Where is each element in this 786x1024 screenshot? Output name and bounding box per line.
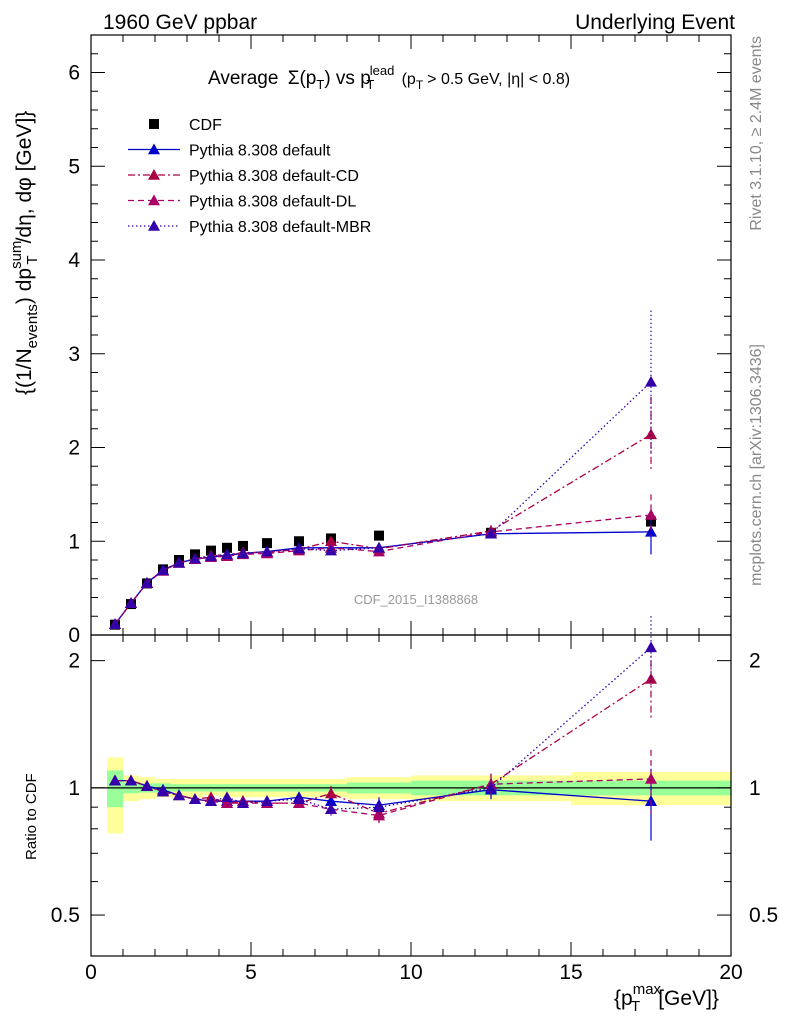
y-tick-label: 1	[68, 530, 80, 553]
y-tick-label: 1	[68, 777, 80, 800]
series-marker	[109, 618, 121, 630]
series-marker	[205, 550, 217, 562]
series-line	[114, 514, 652, 625]
x-tick-label: 15	[559, 961, 582, 984]
series-marker	[173, 556, 185, 568]
series-marker	[237, 797, 249, 808]
ratio-ylabel: Ratio to CDF	[23, 773, 40, 860]
main-ylabel: {(1/Nevents) dpsumT/dη, dφ [GeV]}	[8, 111, 41, 395]
series-marker	[645, 641, 657, 653]
y-tick-label: 3	[68, 343, 80, 366]
series-marker	[325, 795, 337, 806]
legend-label: CDF	[189, 117, 222, 134]
series-marker	[373, 809, 385, 821]
series-line	[114, 381, 652, 625]
cdf-data-point	[238, 540, 248, 551]
series-marker	[221, 791, 233, 803]
y-tick-label-right: 1	[749, 777, 761, 800]
header-left: 1960 GeV ppbar	[103, 11, 257, 34]
series-marker	[485, 527, 497, 539]
series-marker	[645, 672, 657, 684]
series-marker	[189, 552, 201, 564]
legend-marker	[148, 220, 160, 231]
series-marker	[157, 785, 169, 797]
y-tick-label: 6	[68, 62, 80, 85]
series-marker	[125, 597, 137, 608]
cdf-data-point	[262, 538, 272, 549]
legend-label: Pythia 8.308 default-MBR	[189, 219, 371, 236]
series-marker	[141, 780, 153, 791]
series-marker	[325, 803, 337, 815]
series-marker	[373, 801, 385, 812]
y-tick-label: 2	[68, 437, 80, 460]
legend-label: Pythia 8.308 default	[189, 143, 331, 160]
series-marker	[485, 781, 497, 793]
series-marker	[141, 576, 153, 588]
series-marker	[373, 541, 385, 553]
series-marker	[325, 535, 337, 547]
main-title: Average Σ(pT) vs plead T (pT > 0.5 GeV, |η…	[208, 63, 570, 94]
legend-marker	[148, 143, 160, 155]
cdf-data-point	[294, 536, 304, 547]
series-marker	[645, 509, 657, 520]
series-marker	[325, 787, 337, 799]
series-marker	[261, 795, 273, 806]
x-tick-label: 10	[399, 961, 422, 984]
legend-label: Pythia 8.308 default-CD	[189, 168, 359, 185]
series-marker	[237, 547, 249, 559]
x-tick-label: 20	[719, 961, 742, 984]
series-marker	[221, 548, 233, 560]
series-marker	[645, 525, 657, 537]
series-marker	[325, 544, 337, 556]
header-right: Underlying Event	[575, 11, 735, 34]
y-tick-label-right: 0.5	[749, 904, 778, 927]
series-marker	[189, 793, 201, 805]
series-marker	[109, 774, 121, 786]
series-marker	[293, 542, 305, 554]
series-marker	[293, 793, 305, 805]
series-marker	[261, 545, 273, 557]
main-frame	[90, 34, 732, 636]
legend-marker	[148, 194, 160, 206]
y-tick-label: 5	[68, 155, 80, 178]
y-tick-label: 0.5	[51, 904, 80, 927]
legend-label: Pythia 8.308 default-DL	[189, 194, 356, 211]
mcplots-label: mcplots.cern.ch [arXiv:1306.3436]	[748, 344, 765, 586]
cdf-data-point	[222, 542, 232, 553]
rivet-label: Rivet 3.1.10, ≥ 2.4M events	[748, 36, 765, 231]
x-tick-label: 5	[245, 961, 257, 984]
series-marker	[645, 375, 657, 387]
x-tick-label: 0	[85, 961, 97, 984]
series-marker	[125, 774, 137, 786]
y-tick-label: 2	[68, 650, 80, 673]
watermark: CDF_2015_I1388868	[354, 592, 478, 607]
xlabel: {pmax T [GeV]}	[614, 981, 719, 1015]
y-tick-label: 0	[68, 624, 80, 647]
y-tick-label-right: 2	[749, 650, 761, 673]
y-tick-label: 4	[68, 249, 80, 272]
series-marker	[157, 564, 169, 576]
series-marker	[173, 789, 185, 801]
series-marker	[221, 797, 233, 808]
series-line	[114, 531, 652, 625]
legend-marker-cdf	[149, 119, 159, 129]
cdf-data-point	[374, 530, 384, 541]
series-marker	[645, 772, 657, 784]
uncertainty-band-green	[107, 770, 123, 808]
series-marker	[645, 428, 657, 440]
series-marker	[205, 795, 217, 806]
legend-marker	[148, 169, 160, 180]
